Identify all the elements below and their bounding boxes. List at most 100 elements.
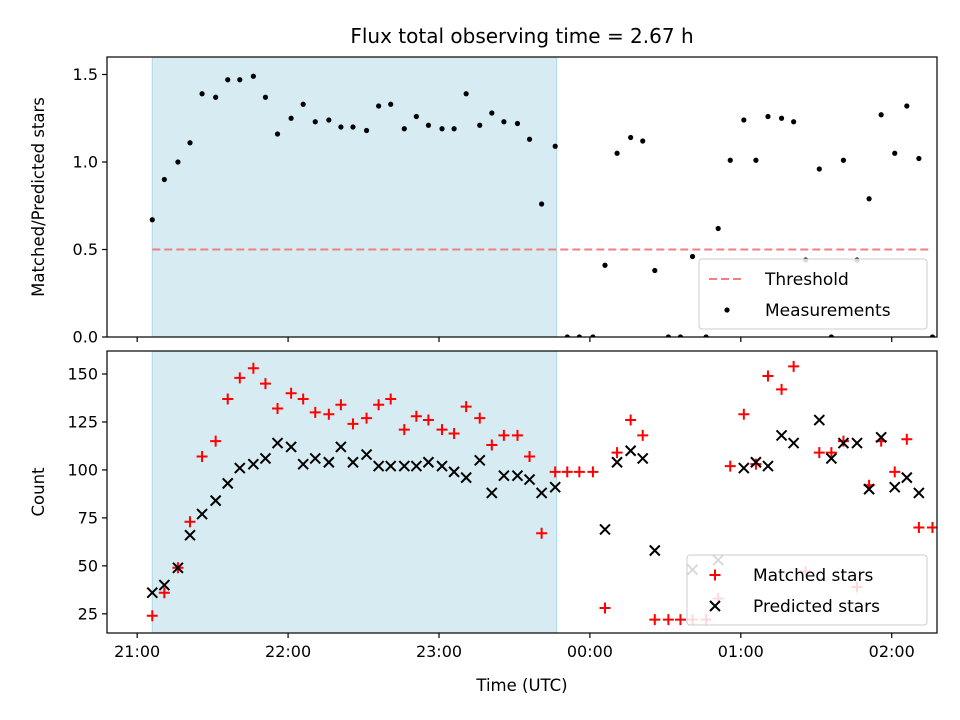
predicted-star-point: [787, 437, 800, 449]
predicted-star-point: [889, 481, 901, 493]
plot-area: [149, 73, 947, 339]
measurement-point: [477, 122, 483, 128]
y-tick-label: 150: [67, 365, 98, 384]
predicted-star-point: [611, 456, 623, 468]
measurement-point: [363, 127, 370, 134]
measurement-point: [526, 136, 533, 142]
predicted-star-point: [360, 448, 373, 461]
measurement-point: [878, 112, 884, 118]
measurement-point: [413, 113, 419, 120]
measurement-point: [866, 196, 872, 202]
measurement-point: [552, 143, 558, 149]
matched-star-point: [158, 587, 170, 599]
predicted-star-point: [158, 579, 171, 591]
measurement-point: [614, 150, 620, 156]
measurement-point: [213, 94, 219, 100]
predicted-star-point: [825, 452, 838, 465]
matched-star-point: [272, 403, 284, 415]
axes-frame: [106, 350, 938, 634]
matched-star-point: [511, 429, 523, 441]
legend-label: Predicted stars: [753, 597, 880, 617]
x-tick-label: 23:00: [416, 642, 462, 661]
predicted-star-point: [259, 452, 272, 465]
y-tick-label: 125: [67, 412, 98, 431]
matched-star-point: [361, 412, 373, 424]
predicted-star-point: [775, 429, 788, 442]
measurement-point: [840, 157, 847, 163]
measurement-point: [703, 334, 709, 337]
matched-star-point: [561, 466, 573, 478]
matched-star-point: [323, 408, 335, 420]
legend-measurement-swatch: [724, 307, 730, 313]
predicted-star-point: [549, 481, 561, 493]
predicted-star-point: [535, 487, 548, 499]
matched-star-point: [724, 460, 736, 472]
predicted-star-point: [196, 508, 208, 520]
predicted-star-point: [750, 456, 762, 468]
measurement-point: [401, 126, 407, 132]
matched-star-point: [335, 399, 347, 411]
predicted-star-point: [410, 460, 423, 472]
predicted-star-point: [385, 460, 397, 472]
measurement-point: [338, 124, 344, 130]
observing-interval-shade: [151, 56, 558, 338]
measurement-point: [590, 334, 596, 337]
predicted-star-point: [247, 458, 260, 470]
matched-star-point: [776, 383, 788, 395]
matched-star-point: [674, 614, 686, 626]
predicted-star-point: [209, 494, 222, 507]
matched-star-point: [926, 521, 937, 533]
measurement-point: [628, 134, 634, 141]
predicted-star-point: [460, 471, 472, 484]
measurement-point: [942, 334, 947, 339]
y-axis-label: Matched/Predicted stars: [29, 97, 48, 297]
y-tick-label: 0.0: [73, 328, 98, 347]
measurement-point: [892, 150, 898, 156]
legend-label: Matched stars: [753, 566, 873, 586]
measurement-point: [388, 101, 394, 107]
legend: Matched stars Predicted stars: [686, 554, 928, 626]
y-tick-label: 75: [78, 508, 98, 527]
measurement-point: [149, 217, 155, 223]
matched-star-point: [486, 439, 498, 451]
measurement-point: [715, 225, 721, 232]
measurement-point: [677, 334, 684, 337]
matched-star-point: [398, 424, 410, 436]
predicted-star-point: [335, 441, 347, 453]
matched-star-point: [637, 429, 649, 441]
matched-star-point: [498, 429, 510, 441]
measurement-point: [300, 101, 306, 107]
predicted-star-point: [523, 473, 536, 486]
matched-star-point: [184, 516, 196, 528]
matched-star-point: [474, 412, 486, 424]
matched-star-point: [536, 527, 548, 539]
measurement-point: [564, 334, 570, 337]
ratio-panel: 0.0 0.5 1.0 1.5 Matched/Predicted stars Thres…: [29, 56, 947, 347]
matched-star-point: [410, 410, 422, 422]
predicted-star-point: [851, 437, 863, 449]
matched-star-point: [460, 401, 472, 413]
matched-star-point: [549, 466, 561, 478]
legend-box: [698, 258, 928, 330]
matched-star-point: [662, 614, 674, 626]
matched-star-point: [625, 414, 637, 426]
matched-star-point: [599, 602, 611, 614]
legend: Threshold Measurements: [698, 258, 928, 330]
predicted-star-point: [599, 523, 611, 536]
predicted-star-point: [913, 487, 925, 499]
measurement-point: [514, 120, 521, 127]
legend-matched-swatch: [709, 569, 721, 581]
predicted-star-point: [372, 460, 385, 472]
measurement-point: [376, 103, 382, 109]
matched-star-point: [611, 447, 623, 459]
predicted-star-point: [271, 437, 284, 449]
matched-star-point: [210, 435, 222, 447]
predicted-star-point: [448, 466, 460, 478]
matched-star-point: [373, 399, 385, 411]
observing-interval-shade: [151, 350, 558, 634]
measurement-point: [539, 201, 545, 207]
measurement-point: [916, 155, 922, 162]
y-tick-label: 1.0: [73, 153, 98, 172]
measurement-point: [199, 91, 205, 97]
predicted-star-point: [398, 460, 410, 472]
